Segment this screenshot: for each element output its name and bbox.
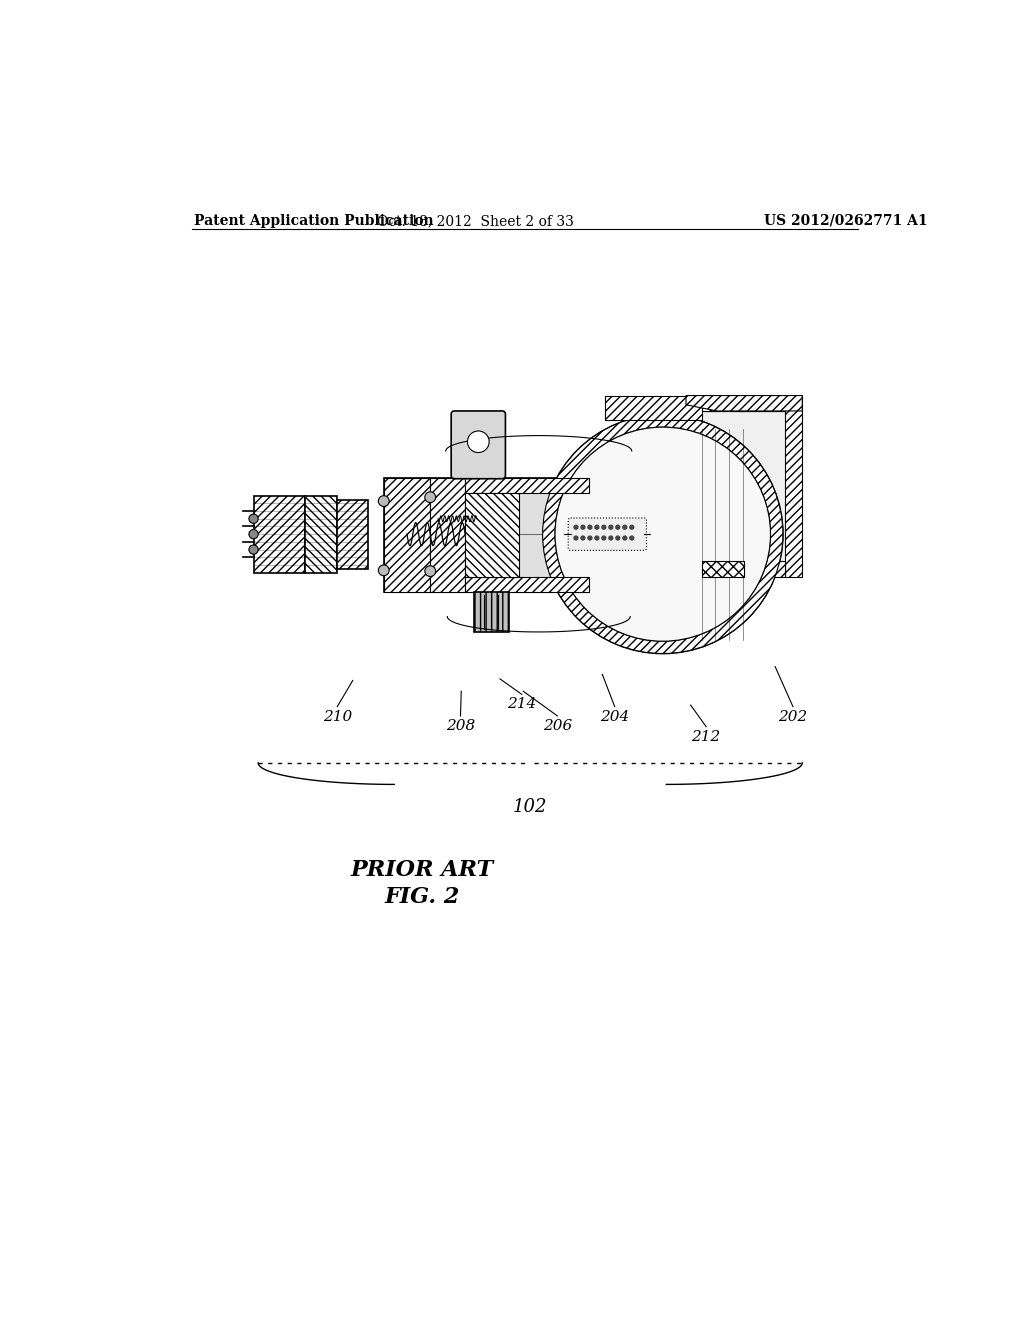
Text: 214: 214 xyxy=(507,697,537,711)
Text: Patent Application Publication: Patent Application Publication xyxy=(194,214,433,228)
Bar xyxy=(785,396,802,577)
Bar xyxy=(474,591,509,632)
Circle shape xyxy=(615,536,620,540)
Text: 210: 210 xyxy=(323,710,352,723)
Circle shape xyxy=(425,566,435,577)
Circle shape xyxy=(623,536,627,540)
Bar xyxy=(337,499,369,569)
Text: 202: 202 xyxy=(778,710,808,723)
FancyBboxPatch shape xyxy=(568,517,646,550)
Text: PRIOR ART: PRIOR ART xyxy=(351,859,494,882)
Circle shape xyxy=(588,525,592,529)
Text: 204: 204 xyxy=(600,710,630,723)
Bar xyxy=(384,478,589,591)
Circle shape xyxy=(574,525,578,529)
Circle shape xyxy=(249,513,258,524)
Circle shape xyxy=(425,492,435,503)
Bar xyxy=(305,496,337,573)
Bar xyxy=(701,561,744,577)
Circle shape xyxy=(602,536,606,540)
Bar xyxy=(701,396,744,411)
Polygon shape xyxy=(686,396,802,411)
Circle shape xyxy=(623,525,627,529)
Circle shape xyxy=(555,428,770,642)
Circle shape xyxy=(630,536,634,540)
FancyBboxPatch shape xyxy=(452,411,506,479)
Circle shape xyxy=(615,525,620,529)
Circle shape xyxy=(595,536,599,540)
Bar xyxy=(254,496,305,573)
Circle shape xyxy=(630,525,634,529)
Circle shape xyxy=(602,525,606,529)
Text: US 2012/0262771 A1: US 2012/0262771 A1 xyxy=(764,214,927,228)
Circle shape xyxy=(543,414,783,653)
Bar xyxy=(384,478,430,591)
Text: Oct. 18, 2012  Sheet 2 of 33: Oct. 18, 2012 Sheet 2 of 33 xyxy=(377,214,573,228)
Circle shape xyxy=(249,545,258,554)
Bar xyxy=(740,396,785,411)
Bar xyxy=(430,478,465,591)
Circle shape xyxy=(378,565,389,576)
Circle shape xyxy=(581,536,585,540)
Text: 208: 208 xyxy=(445,719,475,733)
Text: 212: 212 xyxy=(691,730,721,743)
Bar xyxy=(465,478,589,494)
Circle shape xyxy=(581,525,585,529)
Circle shape xyxy=(378,496,389,507)
Text: FIG. 2: FIG. 2 xyxy=(385,886,460,908)
Circle shape xyxy=(609,536,612,540)
Bar xyxy=(465,577,589,591)
Circle shape xyxy=(595,525,599,529)
Circle shape xyxy=(249,529,258,539)
Bar xyxy=(701,396,785,411)
Bar xyxy=(701,396,802,577)
Polygon shape xyxy=(465,494,519,577)
Wedge shape xyxy=(543,414,783,653)
Bar xyxy=(701,561,785,577)
Circle shape xyxy=(609,525,612,529)
Polygon shape xyxy=(604,396,701,420)
Circle shape xyxy=(574,536,578,540)
Text: 206: 206 xyxy=(543,719,572,733)
Circle shape xyxy=(588,536,592,540)
Circle shape xyxy=(467,430,489,453)
Text: 102: 102 xyxy=(513,799,548,816)
